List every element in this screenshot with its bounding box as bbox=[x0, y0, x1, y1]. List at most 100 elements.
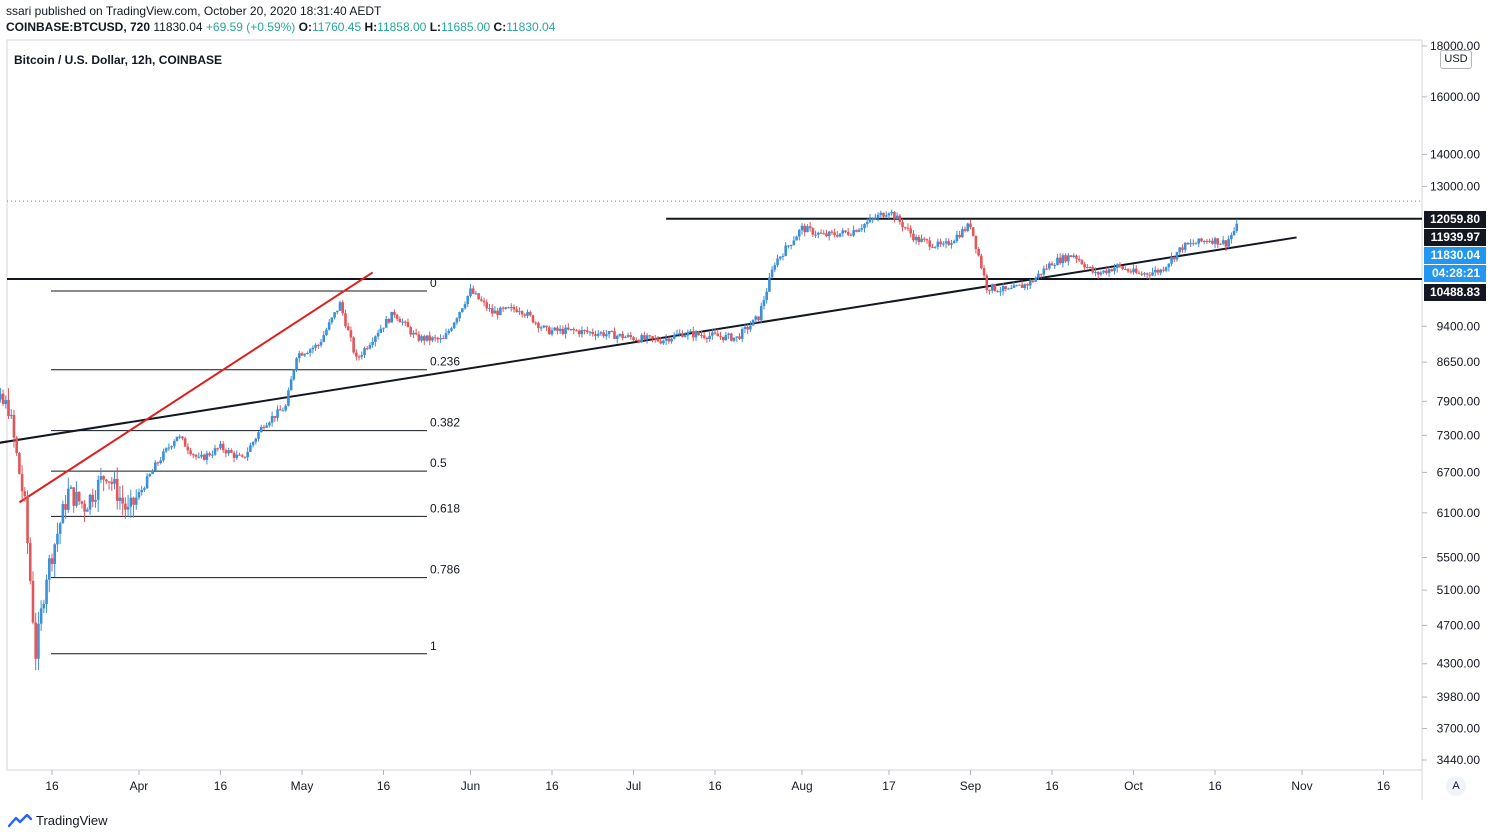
candle-body bbox=[292, 369, 296, 380]
candle-body bbox=[917, 236, 921, 243]
candle-body bbox=[18, 453, 21, 474]
candle-body bbox=[944, 241, 948, 244]
candle-body bbox=[990, 284, 994, 291]
candle-body bbox=[360, 355, 364, 357]
candle-body bbox=[1110, 269, 1114, 272]
candle-body bbox=[757, 316, 760, 321]
candle-body bbox=[694, 331, 698, 338]
candle-body bbox=[278, 409, 282, 411]
y-tick-label: 9400.00 bbox=[1437, 319, 1481, 333]
candle-body bbox=[317, 344, 320, 346]
candle-body bbox=[716, 333, 720, 337]
candle-body bbox=[1151, 272, 1154, 276]
candle-body bbox=[841, 230, 845, 234]
x-tick-label: 16 bbox=[45, 779, 59, 793]
candle-body bbox=[735, 336, 739, 338]
drawings-layer[interactable] bbox=[0, 200, 1422, 504]
fib-retracement[interactable]: 0 0.236 0.382 0.5 0.618 0.786 1 bbox=[51, 276, 460, 655]
y-tick-label: 14000.00 bbox=[1430, 147, 1480, 161]
candle-body bbox=[143, 488, 146, 490]
candle-body bbox=[539, 327, 543, 329]
candle-body bbox=[471, 288, 475, 294]
candle-body bbox=[181, 436, 184, 439]
candle-body bbox=[1186, 242, 1190, 245]
candle-body bbox=[594, 334, 597, 336]
candle-body bbox=[893, 211, 896, 219]
fib-level-label: 1 bbox=[430, 639, 437, 653]
candle-body bbox=[1026, 284, 1029, 286]
candle-body bbox=[711, 332, 714, 336]
candle-body bbox=[94, 499, 97, 502]
x-tick-label: Nov bbox=[1291, 779, 1312, 793]
candle-body bbox=[232, 452, 236, 458]
candle-body bbox=[958, 234, 961, 238]
candle-body bbox=[330, 317, 334, 323]
auto-scale-button[interactable]: A bbox=[1446, 776, 1466, 796]
candle-body bbox=[243, 456, 247, 458]
candle-body bbox=[357, 356, 361, 358]
candle-body bbox=[1039, 273, 1043, 275]
candle-body bbox=[1134, 268, 1138, 273]
price-axis[interactable]: 18000.00 16000.00 14000.00 13000.00 9400.00 8… bbox=[1422, 39, 1480, 767]
candle-body bbox=[1099, 272, 1103, 275]
candle-body bbox=[47, 558, 51, 580]
candle-body bbox=[803, 225, 807, 233]
candle-body bbox=[450, 328, 453, 331]
x-tick-label: 16 bbox=[1208, 779, 1222, 793]
candle-body bbox=[724, 334, 728, 341]
currency-badge[interactable]: USD bbox=[1440, 50, 1472, 69]
candle-body bbox=[409, 327, 412, 335]
candle-body bbox=[371, 341, 374, 345]
candle-body bbox=[545, 325, 548, 328]
candle-body bbox=[1167, 263, 1171, 268]
candle-body bbox=[1132, 268, 1135, 273]
candle-body bbox=[295, 358, 298, 370]
candle-body bbox=[1028, 281, 1032, 286]
candle-body bbox=[583, 329, 586, 331]
price-tag-label: 04:28:21 bbox=[1432, 266, 1480, 280]
candle-body bbox=[1045, 268, 1048, 270]
candle-body bbox=[406, 321, 410, 328]
candle-body bbox=[678, 333, 682, 335]
candle-body bbox=[442, 338, 445, 340]
candle-body bbox=[1064, 255, 1067, 262]
candle-body bbox=[265, 425, 268, 428]
candle-body bbox=[422, 336, 426, 341]
candle-body bbox=[58, 523, 62, 534]
candle-body bbox=[379, 328, 383, 333]
candle-body bbox=[629, 335, 633, 338]
candle-body bbox=[1145, 273, 1149, 275]
candle-body bbox=[1034, 277, 1037, 282]
candle-body bbox=[1235, 223, 1239, 232]
candle-body bbox=[1224, 240, 1228, 247]
candle-body bbox=[846, 231, 850, 235]
candle-body bbox=[1221, 240, 1225, 244]
candle-body bbox=[906, 227, 910, 229]
candle-body bbox=[414, 332, 418, 335]
candle-body bbox=[251, 441, 255, 446]
candle-body bbox=[1056, 257, 1059, 266]
candle-body bbox=[167, 447, 171, 449]
candle-body bbox=[719, 336, 722, 338]
x-tick-label: 16 bbox=[545, 779, 559, 793]
candle-body bbox=[1050, 263, 1054, 266]
candle-body bbox=[1162, 269, 1165, 271]
y-tick-label: 16000.00 bbox=[1430, 90, 1480, 104]
candle-body bbox=[153, 462, 157, 471]
candle-body bbox=[289, 379, 293, 391]
candle-body bbox=[817, 232, 820, 235]
time-axis[interactable]: 16 Apr 16 May 16 Jun 16 Jul 16 Aug 17 Sep 16 Oct 16 Nov… bbox=[45, 770, 1391, 793]
candle-body bbox=[890, 211, 893, 214]
candle-body bbox=[276, 409, 279, 418]
candle-body bbox=[632, 337, 635, 340]
y-tick-label: 3980.00 bbox=[1437, 690, 1481, 704]
candle-body bbox=[50, 558, 54, 564]
candle-body bbox=[700, 334, 703, 336]
candle-body bbox=[482, 300, 486, 303]
candle-body bbox=[192, 454, 195, 456]
candle-body bbox=[121, 497, 124, 504]
candle-body bbox=[355, 352, 358, 357]
candle-body bbox=[743, 326, 747, 330]
candle-body bbox=[863, 224, 866, 229]
